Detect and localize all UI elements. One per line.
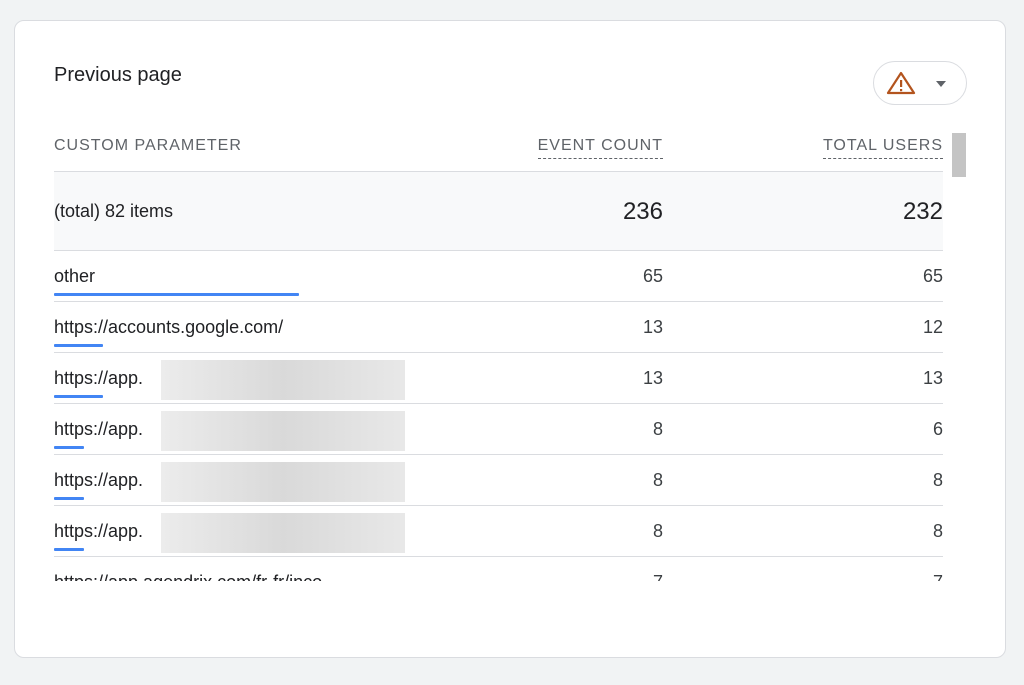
total-users: 8	[932, 521, 943, 541]
data-table: CUSTOM PARAMETER EVENT COUNT TOTAL USERS…	[54, 129, 943, 581]
table-row[interactable]: https://accounts.google.com/13 12	[54, 302, 943, 353]
table-row[interactable]: https://app. 13 13	[54, 353, 943, 404]
event-count: 13	[642, 368, 663, 388]
event-count-bar	[54, 446, 85, 449]
row-label: https://app.	[54, 470, 144, 490]
table-row[interactable]: https://app. 8 8	[54, 506, 943, 557]
total-users: 65	[922, 266, 943, 286]
card-title: Previous page	[54, 64, 182, 86]
total-users: 232	[902, 198, 943, 225]
redacted-area	[161, 411, 405, 451]
table-header: CUSTOM PARAMETER EVENT COUNT TOTAL USERS	[54, 129, 943, 172]
table-row[interactable]: https://app. 8 8	[54, 455, 943, 506]
event-count: 7	[653, 572, 663, 581]
total-users: 12	[922, 317, 943, 337]
event-count: 8	[652, 521, 663, 541]
row-label: https://accounts.google.com/	[54, 317, 284, 337]
total-users: 13	[922, 368, 943, 388]
total-users: 8	[932, 470, 943, 490]
event-count: 13	[642, 317, 663, 337]
column-header[interactable]: TOTAL USERS	[822, 137, 943, 159]
event-count-bar	[54, 548, 85, 551]
redacted-area	[161, 513, 405, 553]
table-row[interactable]: other 65 65	[54, 251, 943, 302]
row-label: other	[54, 266, 96, 286]
redacted-area	[161, 462, 405, 502]
warning-dropdown[interactable]	[873, 61, 967, 105]
table-row[interactable]: https://app. 8 6	[54, 404, 943, 455]
table-row[interactable]: https://app.agendrix.com/fr-fr/inco 7 7	[54, 557, 943, 581]
column-header[interactable]: CUSTOM PARAMETER	[54, 137, 242, 154]
total-users: 6	[932, 419, 943, 439]
scrollbar[interactable]	[952, 133, 966, 177]
row-label: https://app.agendrix.com/fr-fr/inco	[54, 572, 322, 581]
redacted-area	[161, 360, 405, 400]
column-header[interactable]: EVENT COUNT	[537, 137, 663, 159]
event-count-bar	[54, 293, 299, 296]
total-row: (total) 82 items 236 232	[54, 172, 943, 251]
total-users: 7	[933, 572, 943, 581]
row-label: https://app.	[54, 368, 144, 388]
row-label: https://app.	[54, 521, 144, 541]
card: Previous page CUSTOM PARAMETER EVENT COU…	[14, 20, 1006, 658]
warning-icon	[886, 71, 946, 95]
event-count-bar	[54, 497, 85, 500]
event-count: 8	[652, 419, 663, 439]
event-count-bar	[54, 395, 103, 398]
total-event-count: 236	[622, 198, 663, 225]
event-count: 65	[642, 266, 663, 286]
total-label: (total) 82 items	[54, 201, 174, 221]
row-label: https://app.	[54, 419, 144, 439]
event-count-bar	[54, 344, 103, 347]
event-count: 8	[652, 470, 663, 490]
